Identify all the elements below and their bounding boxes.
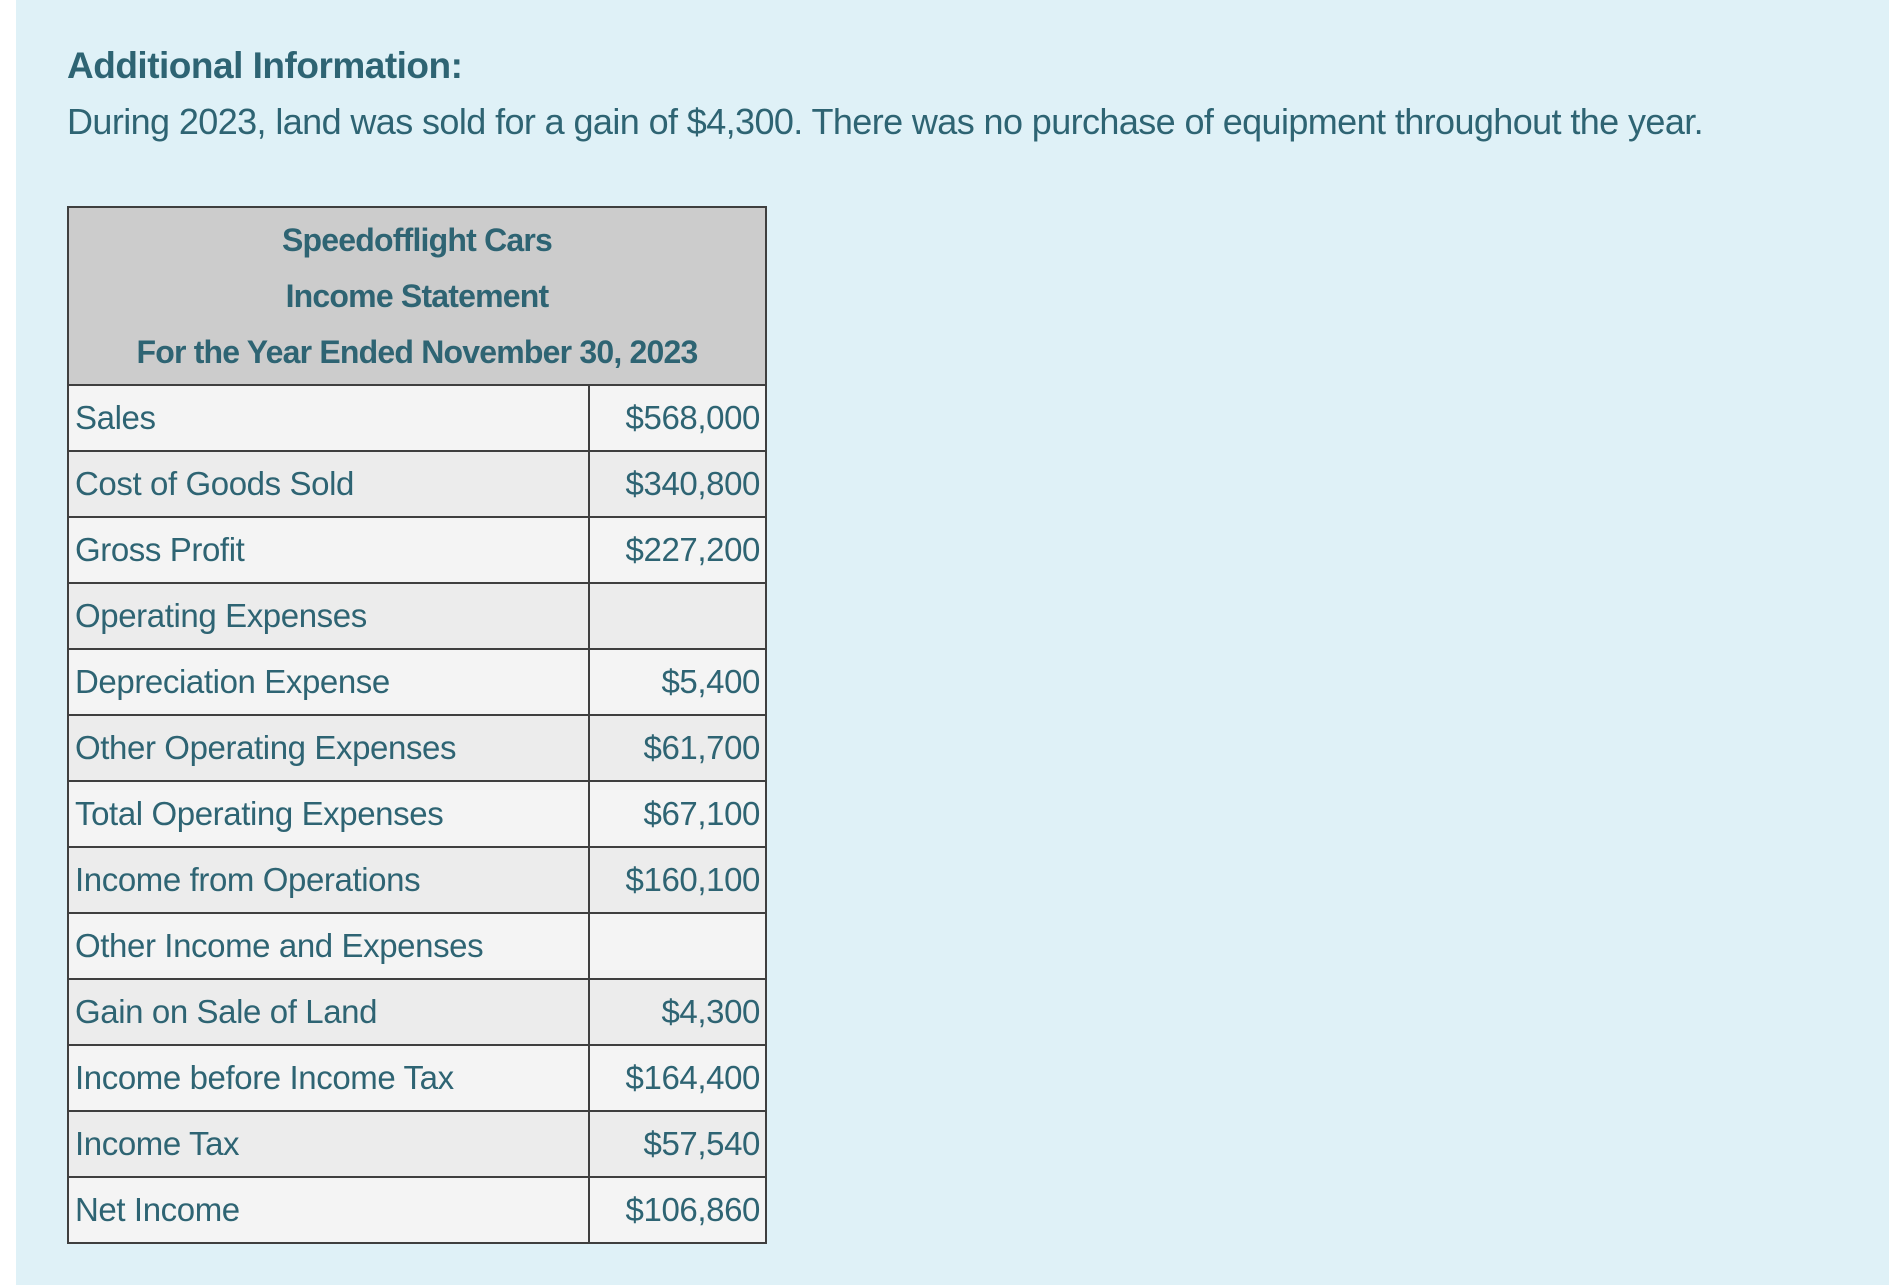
- row-value: $340,800: [588, 450, 767, 518]
- table-row-cost-of-goods-sold: Cost of Goods Sold $340,800: [67, 450, 767, 518]
- table-row-income-from-operations: Income from Operations $160,100: [67, 846, 767, 914]
- row-value: $227,200: [588, 516, 767, 584]
- table-row-total-operating-expenses: Total Operating Expenses $67,100: [67, 780, 767, 848]
- table-row-depreciation-expense: Depreciation Expense $5,400: [67, 648, 767, 716]
- row-value: [588, 582, 767, 650]
- row-label: Income from Operations: [67, 846, 590, 914]
- table-row-income-before-income-tax: Income before Income Tax $164,400: [67, 1044, 767, 1112]
- table-row-other-operating-expenses: Other Operating Expenses $61,700: [67, 714, 767, 782]
- row-value: $67,100: [588, 780, 767, 848]
- row-label: Other Income and Expenses: [67, 912, 590, 980]
- table-row-gain-on-sale-of-land: Gain on Sale of Land $4,300: [67, 978, 767, 1046]
- row-label: Depreciation Expense: [67, 648, 590, 716]
- row-label: Operating Expenses: [67, 582, 590, 650]
- row-value: $106,860: [588, 1176, 767, 1244]
- row-value: $568,000: [588, 384, 767, 452]
- row-label: Income before Income Tax: [67, 1044, 590, 1112]
- table-row-sales: Sales $568,000: [67, 384, 767, 452]
- table-row-operating-expenses: Operating Expenses: [67, 582, 767, 650]
- table-row-income-tax: Income Tax $57,540: [67, 1110, 767, 1178]
- row-label: Income Tax: [67, 1110, 590, 1178]
- row-value: $160,100: [588, 846, 767, 914]
- row-label: Gain on Sale of Land: [67, 978, 590, 1046]
- row-label: Other Operating Expenses: [67, 714, 590, 782]
- income-statement-table: Speedofflight Cars Income Statement For …: [67, 206, 767, 1244]
- row-label: Total Operating Expenses: [67, 780, 590, 848]
- statement-header: Speedofflight Cars Income Statement For …: [67, 206, 767, 386]
- row-label: Cost of Goods Sold: [67, 450, 590, 518]
- row-value: [588, 912, 767, 980]
- table-row-other-income-and-expenses: Other Income and Expenses: [67, 912, 767, 980]
- row-value: $61,700: [588, 714, 767, 782]
- table-row-net-income: Net Income $106,860: [67, 1176, 767, 1244]
- additional-info-heading: Additional Information:: [67, 45, 463, 86]
- row-value: $5,400: [588, 648, 767, 716]
- row-value: $57,540: [588, 1110, 767, 1178]
- table-row-gross-profit: Gross Profit $227,200: [67, 516, 767, 584]
- row-label: Net Income: [67, 1176, 590, 1244]
- statement-title: Income Statement: [285, 278, 550, 314]
- row-value: $164,400: [588, 1044, 767, 1112]
- row-value: $4,300: [588, 978, 767, 1046]
- company-name: Speedofflight Cars: [281, 222, 553, 258]
- row-label: Sales: [67, 384, 590, 452]
- additional-info-text: During 2023, land was sold for a gain of…: [67, 101, 1704, 142]
- row-label: Gross Profit: [67, 516, 590, 584]
- statement-period: For the Year Ended November 30, 2023: [136, 334, 698, 370]
